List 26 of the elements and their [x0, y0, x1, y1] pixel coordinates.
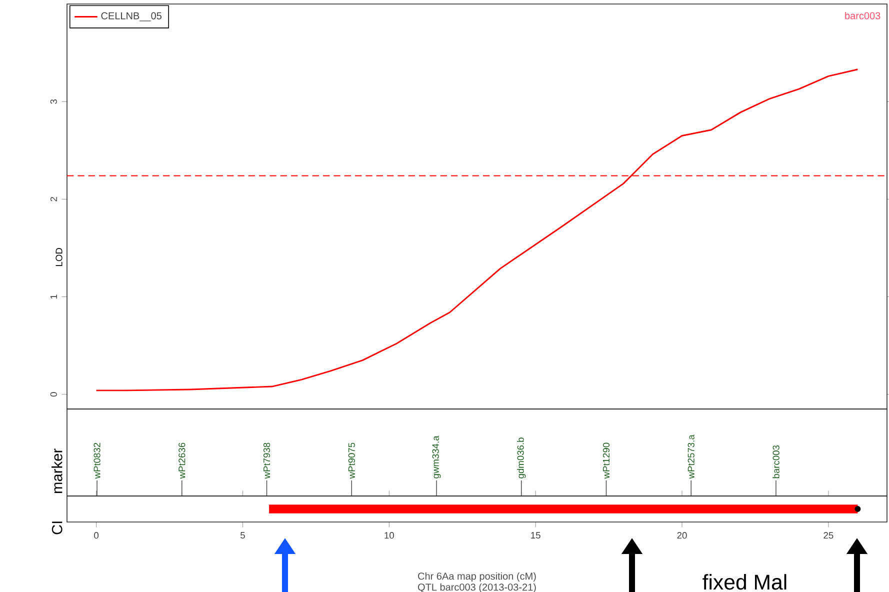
x-tick-label: 0 [94, 532, 99, 539]
y-axis-title: LOD [56, 248, 62, 266]
text: wPt2636 [178, 442, 186, 479]
x-tick-label: 5 [240, 532, 245, 539]
x-axis-title: Chr 6Aa map position (cM) [418, 572, 536, 582]
y-tick-label: 1 [50, 294, 57, 299]
text: wPt2573.a [688, 434, 694, 479]
text: wPt7938 [263, 442, 270, 479]
legend-label: CELLNB__05 [101, 12, 162, 22]
text: marker [52, 448, 62, 493]
x-tick-label: 15 [531, 532, 540, 539]
text: gwm334.a [432, 436, 441, 478]
x-tick-label: 10 [384, 532, 394, 539]
text: gdm036.b [517, 438, 526, 478]
text: wPt1290 [602, 442, 610, 479]
y-axis-title: CI [52, 522, 62, 534]
y-tick-label: 2 [50, 197, 57, 202]
text: wPt0832 [94, 442, 100, 479]
y-tick-label: 3 [50, 99, 57, 104]
annotation: barc003 [845, 12, 880, 20]
y-tick-label: 0 [50, 392, 57, 397]
x-tick-label: 20 [677, 532, 687, 539]
text: fixed Mal [702, 574, 786, 590]
text: wPt9075 [348, 442, 355, 479]
x-tick-label: 25 [824, 532, 834, 539]
text: barc003 [772, 445, 780, 478]
